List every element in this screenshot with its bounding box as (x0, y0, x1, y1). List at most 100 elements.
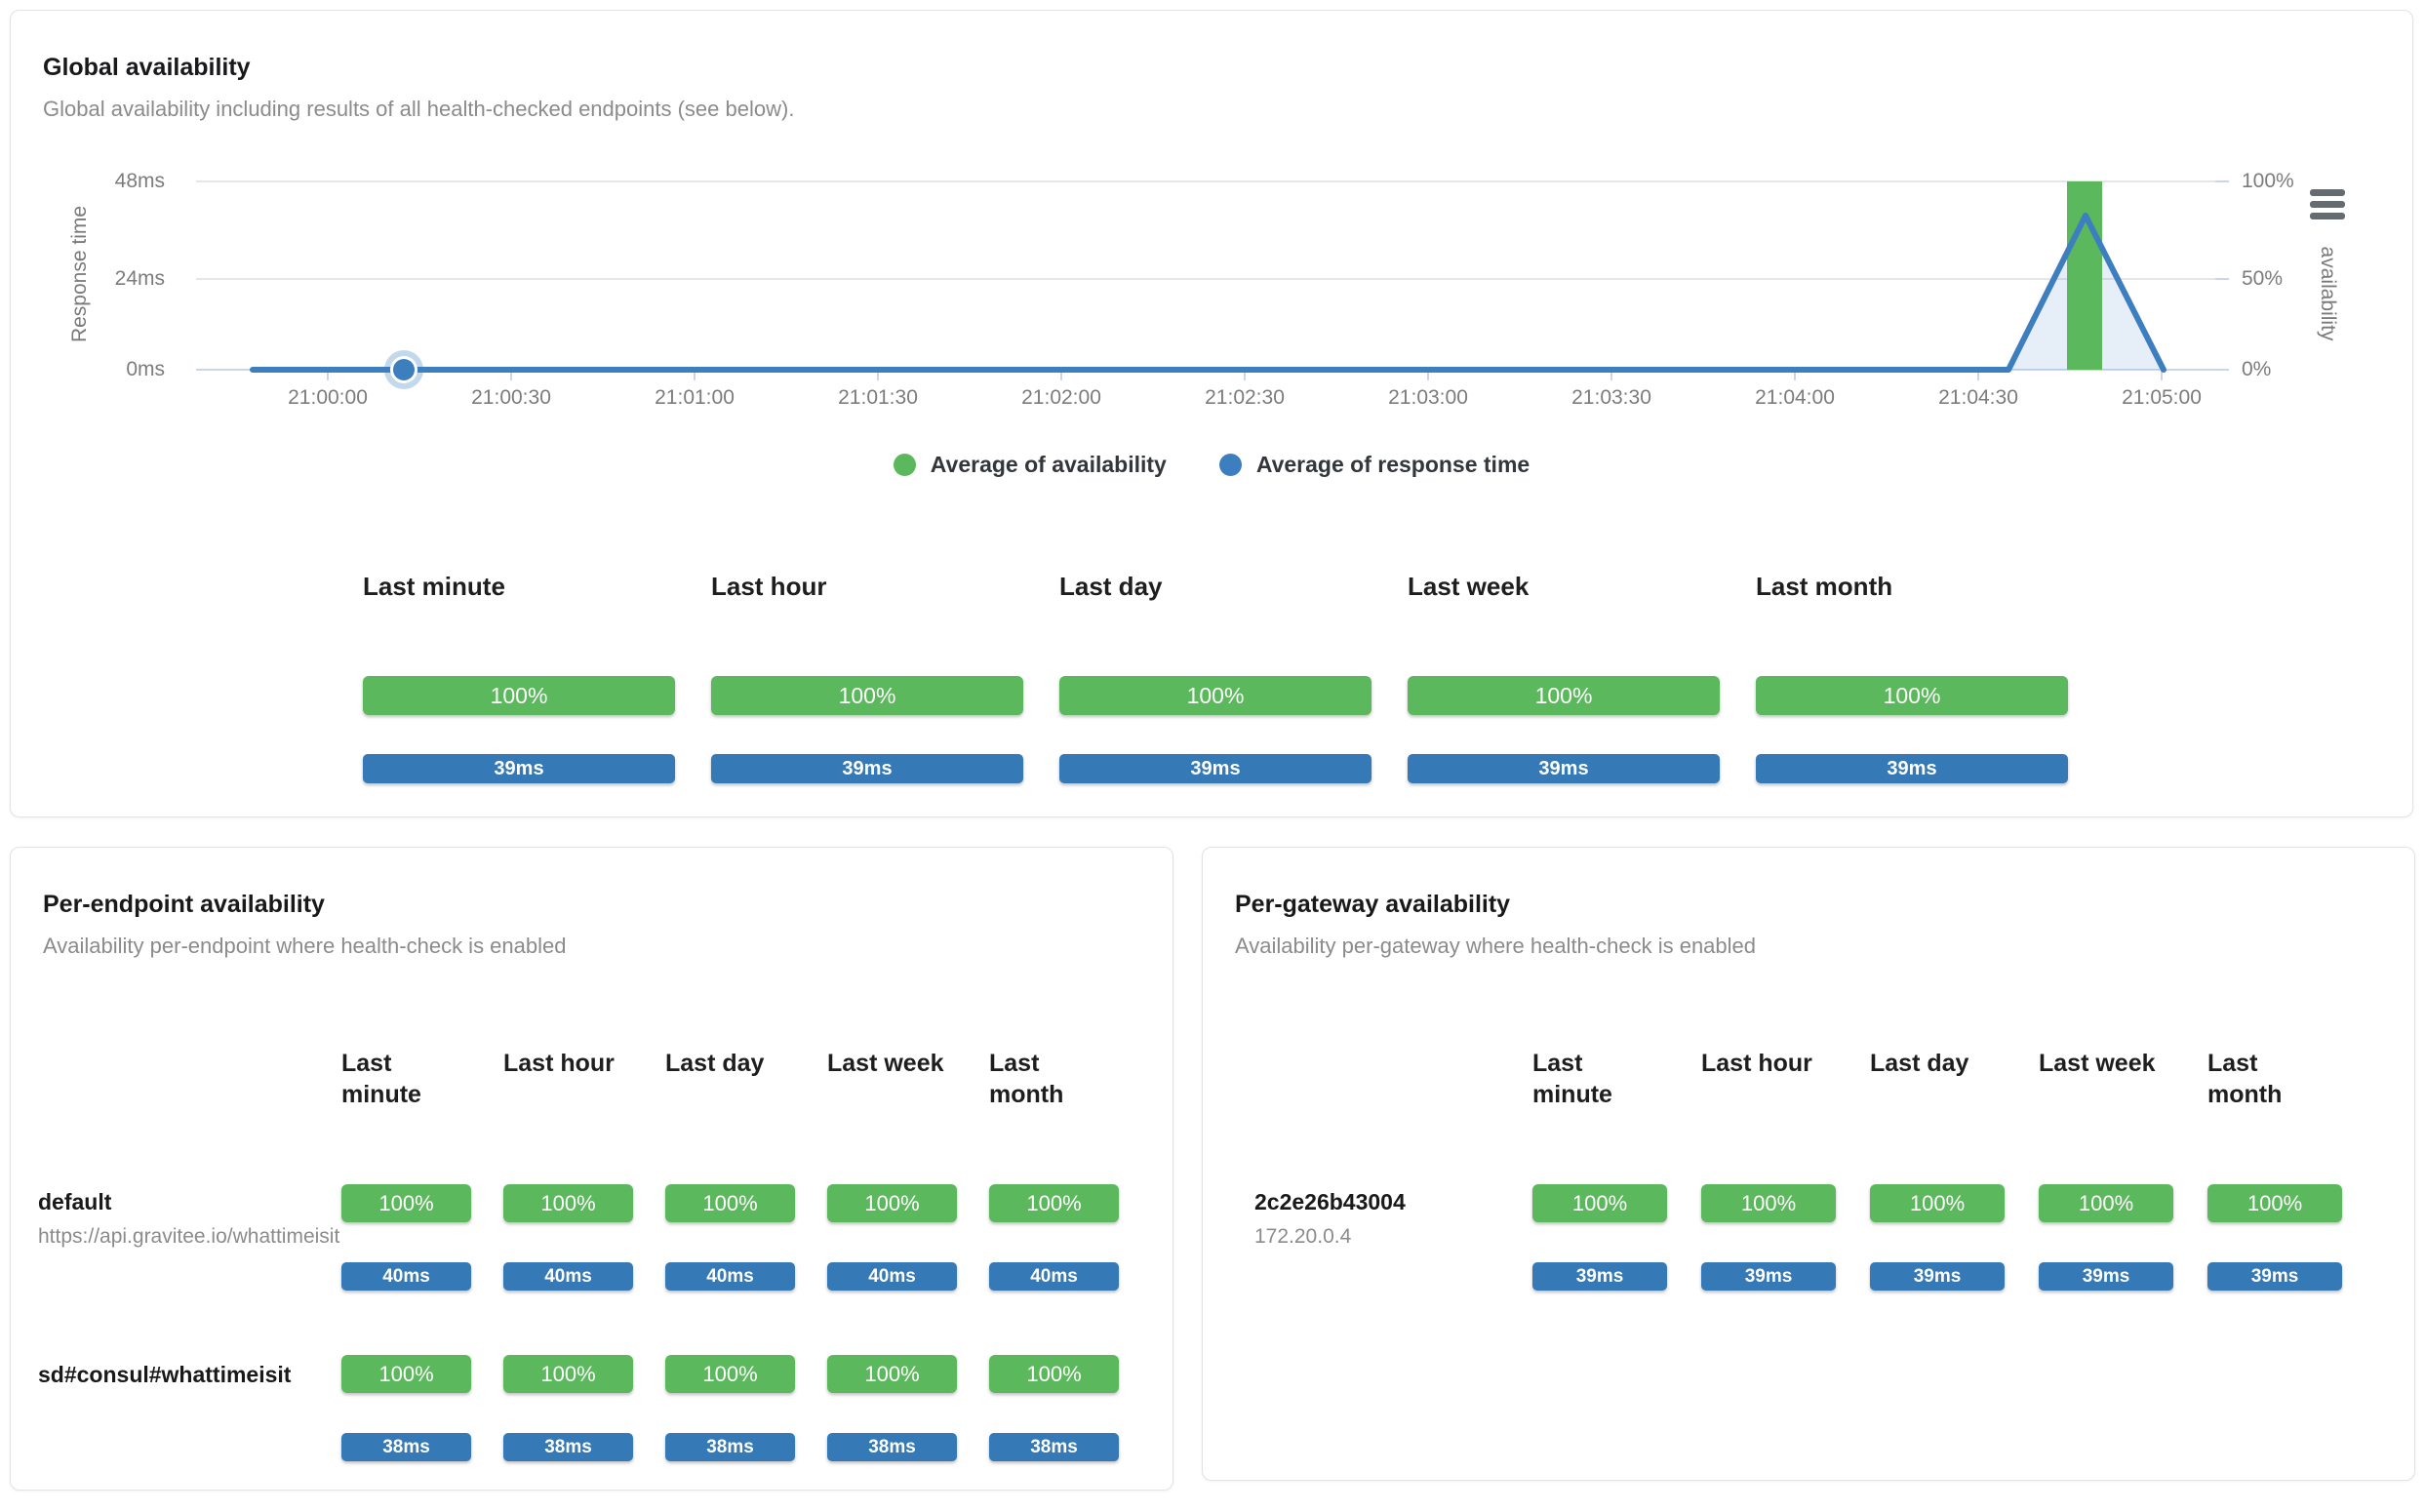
hamburger-icon (2310, 189, 2345, 196)
availability-badge: 100% (341, 1355, 471, 1393)
availability-chart: Response time availability 48ms 24ms 0ms… (11, 147, 2414, 440)
response-time-badge: 39ms (2039, 1262, 2173, 1291)
x-axis-label: 21:04:00 (1755, 386, 1835, 409)
table-column-header: Last week (2039, 1050, 2156, 1077)
availability-badge: 100% (503, 1355, 633, 1393)
availability-badge: 100% (1701, 1184, 1836, 1222)
response-time-badge: 38ms (665, 1433, 795, 1461)
response-time-badge: 39ms (1408, 754, 1720, 783)
summary-column-header: Last month (1756, 572, 1893, 601)
card-subtitle: Availability per-endpoint where health-c… (43, 934, 567, 958)
card-title: Per-gateway availability (1235, 891, 1511, 918)
availability-badge: 100% (341, 1184, 471, 1222)
global-availability-card: Global availability Global availability … (10, 10, 2413, 817)
availability-badge: 100% (665, 1355, 795, 1393)
response-time-badge: 39ms (711, 754, 1023, 783)
legend-dot-blue-icon (1218, 454, 1242, 476)
response-time-badge: 39ms (1532, 1262, 1667, 1291)
response-time-badge: 39ms (1756, 754, 2068, 783)
chart-plot (196, 180, 2229, 389)
x-axis-label: 21:01:30 (838, 386, 918, 409)
hamburger-icon (2310, 213, 2345, 219)
chart-legend: Average of availability Average of respo… (11, 452, 2412, 478)
card-title: Per-endpoint availability (43, 891, 325, 918)
summary-column-header: Last minute (363, 572, 505, 601)
endpoint-name: sd#consul#whattimeisit (38, 1362, 292, 1387)
y-axis-label-right: 50% (2242, 267, 2284, 290)
card-subtitle: Availability per-gateway where health-ch… (1235, 934, 1757, 958)
response-time-badge: 39ms (1701, 1262, 1836, 1291)
gateway-ip: 172.20.0.4 (1254, 1225, 1352, 1248)
gateway-name: 2c2e26b43004 (1254, 1189, 1406, 1214)
chart-point-marker (393, 359, 415, 380)
per-endpoint-availability-card: Per-endpoint availability Availability p… (10, 847, 1173, 1491)
x-axis-label: 21:00:30 (471, 386, 551, 409)
table-column-header: Last week (827, 1050, 944, 1077)
x-axis-label: 21:02:00 (1021, 386, 1101, 409)
hamburger-icon (2310, 201, 2345, 208)
response-time-badge: 40ms (503, 1262, 633, 1291)
response-time-badge: 40ms (665, 1262, 795, 1291)
availability-badge: 100% (827, 1184, 957, 1222)
availability-badge: 100% (2039, 1184, 2173, 1222)
legend-label: Average of response time (1255, 452, 1531, 477)
table-column-header: Last day (665, 1050, 765, 1077)
response-time-badge: 40ms (827, 1262, 957, 1291)
table-column-header: Last hour (503, 1050, 615, 1077)
summary-column-header: Last hour (711, 572, 827, 601)
legend-dot-green-icon (893, 454, 916, 476)
availability-badge: 100% (827, 1355, 957, 1393)
availability-badge: 100% (503, 1184, 633, 1222)
table-column-header: Last minute (1532, 1050, 1612, 1108)
response-time-badge: 40ms (989, 1262, 1119, 1291)
x-axis-label: 21:05:00 (2122, 386, 2202, 409)
card-title: Global availability (43, 54, 251, 81)
response-time-badge: 38ms (503, 1433, 633, 1461)
x-axis-label: 21:02:30 (1205, 386, 1285, 409)
availability-badge: 100% (1756, 676, 2068, 715)
availability-badge: 100% (2207, 1184, 2342, 1222)
response-time-badge: 39ms (1059, 754, 1372, 783)
availability-badge: 100% (363, 676, 675, 715)
legend-item-response-time[interactable]: Average of response time (1218, 452, 1531, 478)
y-axis-label-right: 0% (2242, 358, 2272, 380)
response-time-badge: 39ms (363, 754, 675, 783)
legend-item-availability[interactable]: Average of availability (893, 452, 1167, 478)
response-time-badge: 40ms (341, 1262, 471, 1291)
y-axis-title-right: availability (2317, 246, 2339, 341)
endpoint-url: https://api.gravitee.io/whattimeisit (38, 1225, 340, 1248)
y-axis-label: 48ms (114, 170, 165, 192)
table-column-header: Last month (2207, 1050, 2283, 1108)
x-axis-label: 21:03:00 (1388, 386, 1468, 409)
chart-context-menu-button[interactable] (2310, 189, 2345, 219)
response-time-badge: 38ms (827, 1433, 957, 1461)
table-column-header: Last day (1870, 1050, 1969, 1077)
per-gateway-availability-card: Per-gateway availability Availability pe… (1202, 847, 2415, 1481)
x-axis-label: 21:00:00 (288, 386, 368, 409)
response-time-badge: 39ms (2207, 1262, 2342, 1291)
legend-label: Average of availability (930, 452, 1167, 477)
summary-column-header: Last week (1408, 572, 1530, 601)
availability-badge: 100% (989, 1355, 1119, 1393)
response-time-badge: 38ms (989, 1433, 1119, 1461)
x-axis-label: 21:03:30 (1571, 386, 1651, 409)
summary-column-header: Last day (1059, 572, 1163, 601)
y-axis-label: 24ms (114, 267, 165, 290)
response-time-badge: 38ms (341, 1433, 471, 1461)
table-column-header: Last hour (1701, 1050, 1812, 1077)
availability-column (2067, 181, 2102, 370)
response-time-badge: 39ms (1870, 1262, 2005, 1291)
x-axis-label: 21:04:30 (1938, 386, 2018, 409)
y-axis-label: 0ms (126, 358, 165, 380)
availability-badge: 100% (1408, 676, 1720, 715)
response-time-line (250, 213, 2167, 373)
endpoint-name: default (38, 1189, 112, 1214)
availability-badge: 100% (989, 1184, 1119, 1222)
availability-badge: 100% (1870, 1184, 2005, 1222)
table-column-header: Last month (989, 1050, 1064, 1108)
availability-badge: 100% (665, 1184, 795, 1222)
x-axis-label: 21:01:00 (655, 386, 735, 409)
availability-badge: 100% (711, 676, 1023, 715)
table-column-header: Last minute (341, 1050, 421, 1108)
